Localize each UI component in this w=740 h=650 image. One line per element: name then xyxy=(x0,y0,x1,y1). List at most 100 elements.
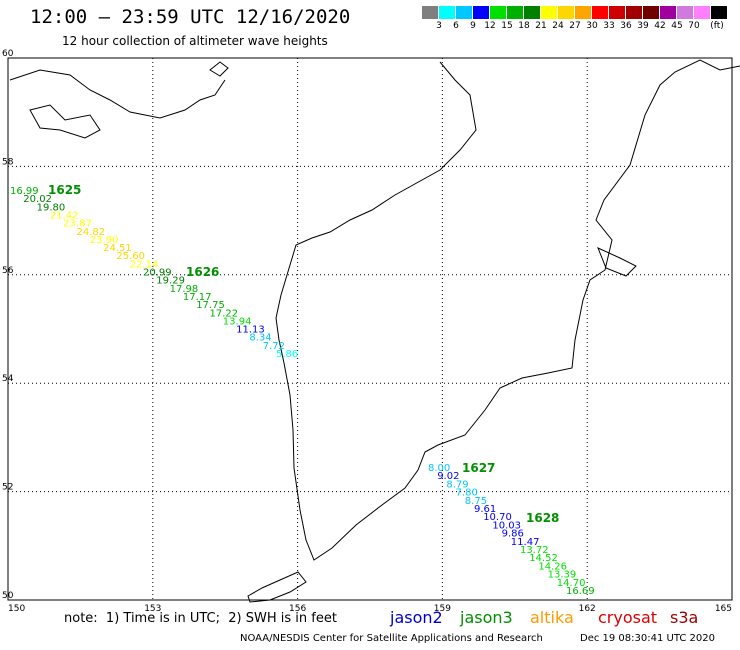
legend-swatch xyxy=(541,6,557,19)
legend-swatch xyxy=(439,6,455,19)
lon-tick-label: 162 xyxy=(579,604,596,614)
swh-value-label: 24.51 xyxy=(103,243,132,254)
swh-value-label: 11.47 xyxy=(511,537,540,548)
legend-unit: (ft) xyxy=(710,21,724,31)
legend-swatch xyxy=(643,6,659,19)
swh-value-label: 17.22 xyxy=(210,308,239,319)
track-number-label: 1625 xyxy=(48,183,81,197)
swh-value-label: 10.03 xyxy=(492,520,521,531)
swh-value-label: 14.52 xyxy=(529,553,558,564)
swh-value-label: 8.34 xyxy=(249,333,271,344)
swh-value-label: 9.86 xyxy=(502,529,524,540)
legend-swatch xyxy=(694,6,710,19)
swh-value-label: 22.14 xyxy=(130,259,159,270)
swh-value-label: 24.82 xyxy=(77,227,106,238)
swh-value-label: 16.99 xyxy=(10,186,39,197)
legend-swatch xyxy=(711,6,727,19)
legend-label: 33 xyxy=(603,21,615,31)
legend-label: 3 xyxy=(436,21,442,31)
lon-tick-label: 165 xyxy=(715,604,732,614)
track-number-label: 1626 xyxy=(186,265,219,279)
kamchatka-coastline xyxy=(275,59,740,561)
lat-tick-label: 58 xyxy=(2,157,14,167)
legend-label: 27 xyxy=(569,21,581,31)
swh-value-label: 9.61 xyxy=(474,504,496,515)
swh-value-label: 14.70 xyxy=(557,578,586,589)
sat-altika-label: altika xyxy=(530,608,574,627)
legend-label: 36 xyxy=(620,21,632,31)
swh-value-label: 14.26 xyxy=(538,561,567,572)
lat-tick-label: 52 xyxy=(2,483,13,493)
swh-value-label: 23.90 xyxy=(90,235,119,246)
swh-value-label: 7.80 xyxy=(456,488,478,499)
swh-value-label: 25.60 xyxy=(116,251,145,262)
legend-swatch xyxy=(422,6,438,19)
lat-tick-label: 56 xyxy=(2,266,14,276)
lon-tick-label: 150 xyxy=(8,604,25,614)
coastline xyxy=(9,59,740,603)
legend-swatch xyxy=(626,6,642,19)
sat-jason2-label: jason2 xyxy=(390,608,443,627)
legend-swatch xyxy=(677,6,693,19)
legend-swatch xyxy=(490,6,506,19)
swh-value-label: 10.70 xyxy=(483,512,512,523)
footer-note: note: 1) Time is in UTC; 2) SWH is in fe… xyxy=(64,611,337,626)
legend-label: 9 xyxy=(470,21,476,31)
swh-value-label: 8.75 xyxy=(465,496,487,507)
lat-tick-label: 54 xyxy=(2,374,14,384)
swh-value-label: 13.72 xyxy=(520,545,549,556)
swh-value-label: 19.80 xyxy=(37,202,66,213)
sat-s3a-label: s3a xyxy=(670,608,699,627)
swh-value-label: 16.69 xyxy=(566,586,595,597)
map-frame xyxy=(7,57,733,601)
lat-lon-grid: 150 153 156 159 162 165 50 52 54 56 58 60 xyxy=(2,49,733,614)
legend-label: 18 xyxy=(518,21,530,31)
sat-cryosat-label: cryosat xyxy=(598,608,658,627)
swh-value-label: 11.13 xyxy=(236,325,265,336)
legend-label: 6 xyxy=(453,21,459,31)
swh-value-label: 19.29 xyxy=(156,276,185,287)
legend-label: 15 xyxy=(501,21,513,31)
legend-swatch xyxy=(473,6,489,19)
swh-value-label: 9.02 xyxy=(437,471,459,482)
swh-value-label: 17.98 xyxy=(170,284,199,295)
legend-label: 39 xyxy=(637,21,649,31)
swh-value-label: 5.86 xyxy=(276,349,298,360)
lat-tick-label: 60 xyxy=(2,49,14,59)
map-subtitle: 12 hour collection of altimeter wave hei… xyxy=(62,34,328,48)
legend-label: 30 xyxy=(586,21,598,31)
legend-swatch xyxy=(558,6,574,19)
swh-value-label: 20.02 xyxy=(23,194,52,205)
legend-label: 42 xyxy=(654,21,666,31)
timestamp: Dec 19 08:30:41 UTC 2020 xyxy=(580,633,715,644)
shantar-islands xyxy=(209,61,229,77)
legend-swatch xyxy=(524,6,540,19)
swh-value-label: 23.87 xyxy=(63,219,92,230)
magadan-peninsula xyxy=(29,104,101,139)
lon-tick-label: 153 xyxy=(144,604,161,614)
map-title: 12:00 – 23:59 UTC 12/16/2020 xyxy=(30,6,351,28)
lon-tick-label: 156 xyxy=(289,604,306,614)
legend-label: 45 xyxy=(671,21,683,31)
swh-value-label: 8.00 xyxy=(428,463,450,474)
legend-swatch xyxy=(660,6,676,19)
legend-swatch xyxy=(609,6,625,19)
swh-value-label: 7.72 xyxy=(263,341,285,352)
legend-label: 70 xyxy=(688,21,700,31)
legend-swatch xyxy=(456,6,472,19)
karaginsky-island xyxy=(597,247,637,277)
legend-label: 12 xyxy=(484,21,496,31)
lat-tick-label: 50 xyxy=(2,591,14,601)
swh-value-label: 21.42 xyxy=(50,210,79,221)
legend-label: 21 xyxy=(535,21,547,31)
swh-value-label: 13.94 xyxy=(223,316,252,327)
swh-value-label: 13.39 xyxy=(548,570,577,581)
okhotsk-north-coast xyxy=(9,69,226,119)
track-number-label: 1627 xyxy=(462,461,495,475)
swh-value-label: 8.79 xyxy=(446,479,468,490)
swh-observations: 16.9920.0219.8021.4223.8724.8223.9024.51… xyxy=(10,186,595,597)
track-labels: 1625 1626 1627 1628 xyxy=(48,183,559,525)
legend-swatch xyxy=(592,6,608,19)
